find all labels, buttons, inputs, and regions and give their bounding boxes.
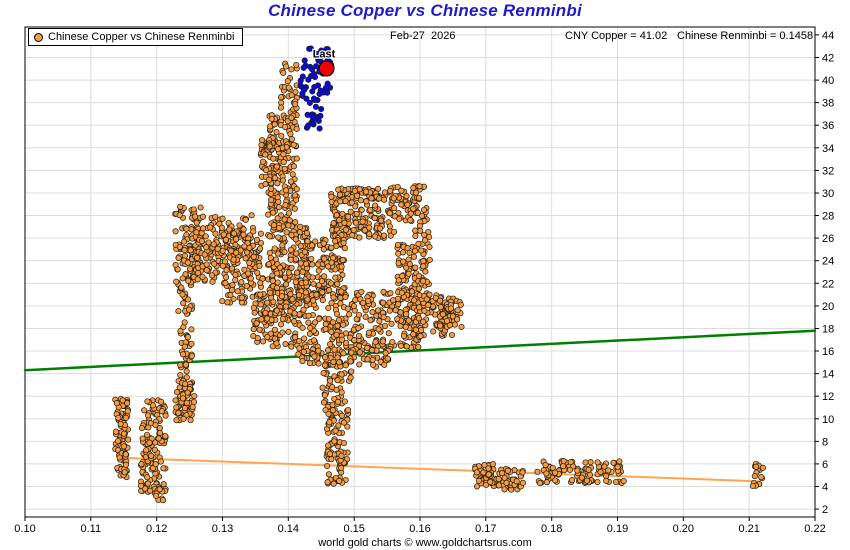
svg-text:32: 32 bbox=[822, 165, 834, 177]
svg-text:18: 18 bbox=[822, 324, 834, 336]
svg-text:28: 28 bbox=[822, 211, 834, 223]
scatter-series-0 bbox=[112, 60, 766, 504]
svg-text:8: 8 bbox=[822, 436, 828, 448]
svg-text:22: 22 bbox=[822, 278, 834, 290]
svg-text:14: 14 bbox=[822, 369, 834, 381]
svg-text:0.20: 0.20 bbox=[673, 523, 694, 535]
svg-text:20: 20 bbox=[822, 301, 834, 313]
footer-caption: world gold charts © www.goldchartsrus.co… bbox=[318, 537, 532, 549]
svg-text:26: 26 bbox=[822, 233, 834, 245]
orange-lower-trend-line bbox=[118, 456, 760, 483]
renminbi-value: Chinese Renminbi = 0.1458 bbox=[677, 30, 814, 42]
svg-text:24: 24 bbox=[822, 256, 834, 268]
svg-text:10: 10 bbox=[822, 414, 834, 426]
green-regression-line bbox=[23, 329, 817, 372]
svg-text:0.15: 0.15 bbox=[343, 523, 364, 535]
svg-text:0.19: 0.19 bbox=[607, 523, 628, 535]
svg-text:12: 12 bbox=[822, 391, 834, 403]
svg-text:30: 30 bbox=[822, 188, 834, 200]
svg-text:0.12: 0.12 bbox=[146, 523, 167, 535]
svg-text:40: 40 bbox=[822, 75, 834, 87]
svg-text:42: 42 bbox=[822, 53, 834, 65]
svg-text:16: 16 bbox=[822, 346, 834, 358]
svg-text:0.18: 0.18 bbox=[541, 523, 562, 535]
svg-text:4: 4 bbox=[822, 482, 828, 494]
last-annotation: Last bbox=[313, 49, 336, 61]
page-title: Chinese Copper vs Chinese Renminbi bbox=[268, 1, 582, 20]
last-point bbox=[318, 60, 335, 77]
svg-text:2: 2 bbox=[822, 504, 828, 516]
svg-text:38: 38 bbox=[822, 98, 834, 110]
svg-text:0.22: 0.22 bbox=[804, 523, 825, 535]
svg-text:0.17: 0.17 bbox=[475, 523, 496, 535]
svg-text:36: 36 bbox=[822, 120, 834, 132]
cny-copper-value: CNY Copper = 41.02 bbox=[565, 30, 668, 42]
legend-marker-icon bbox=[34, 32, 43, 42]
svg-text:0.16: 0.16 bbox=[409, 523, 430, 535]
svg-text:0.21: 0.21 bbox=[738, 523, 759, 535]
svg-text:6: 6 bbox=[822, 459, 828, 471]
legend-label: Chinese Copper vs Chinese Renminbi bbox=[48, 31, 235, 43]
x-axis-labels: 0.10 0.11 0.12 0.13 0.14 0.15 0.16 0.17 0.18 0.19… bbox=[14, 517, 826, 535]
svg-text:34: 34 bbox=[822, 143, 834, 155]
date-label: Feb-27 2026 bbox=[390, 30, 456, 42]
svg-text:44: 44 bbox=[822, 30, 834, 42]
legend: Chinese Copper vs Chinese Renminbi bbox=[28, 28, 244, 46]
svg-text:0.13: 0.13 bbox=[212, 523, 233, 535]
svg-text:0.14: 0.14 bbox=[278, 523, 299, 535]
svg-text:0.11: 0.11 bbox=[81, 523, 102, 535]
svg-text:0.10: 0.10 bbox=[14, 523, 35, 535]
